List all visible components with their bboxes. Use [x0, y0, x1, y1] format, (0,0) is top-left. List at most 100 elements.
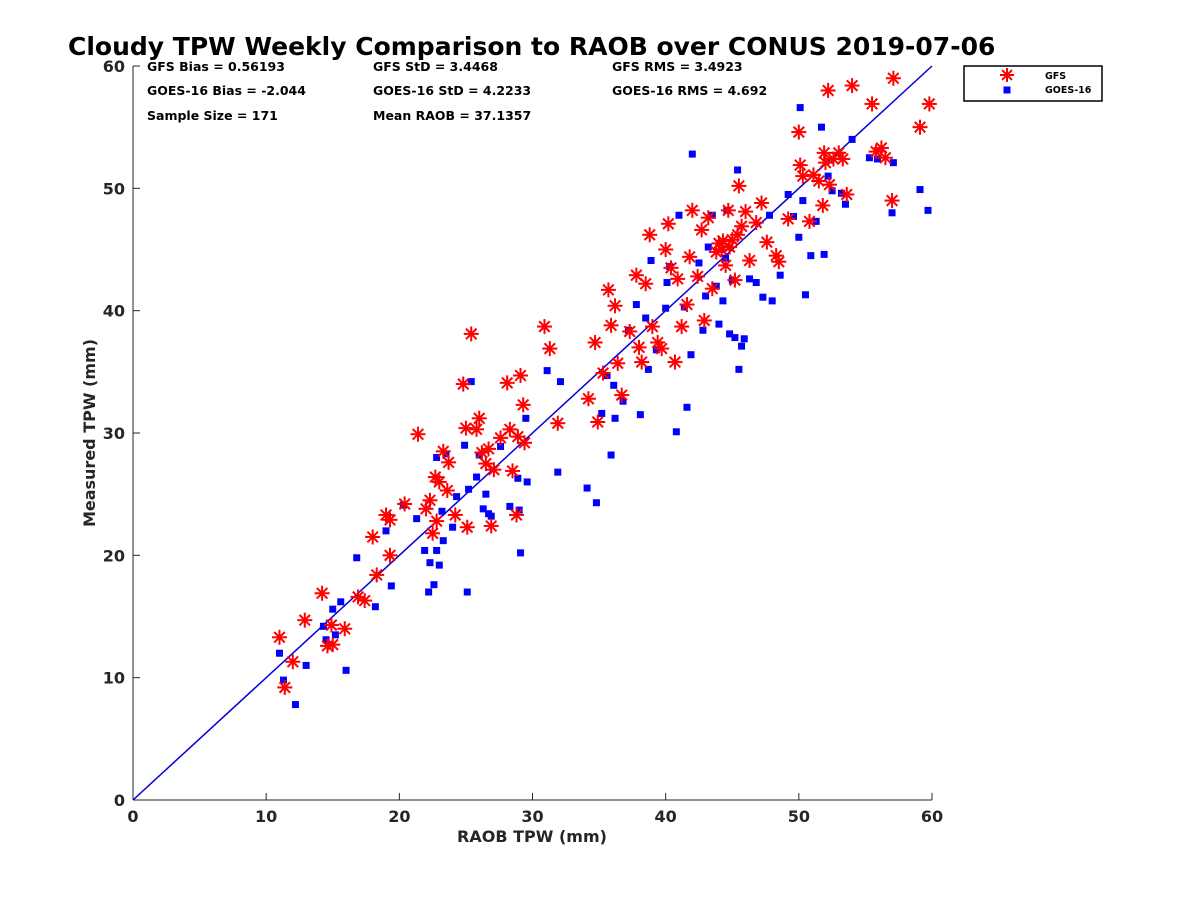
goes16-point — [916, 186, 924, 194]
gfs-point — [271, 629, 287, 645]
goes16-point — [865, 154, 873, 162]
gfs-point — [607, 298, 623, 314]
goes16-points — [275, 104, 932, 709]
goes16-point — [784, 190, 792, 198]
gfs-point — [478, 456, 494, 472]
goes16-point — [433, 546, 441, 554]
goes16-point — [453, 493, 461, 501]
goes16-point — [413, 515, 421, 523]
goes16-point — [421, 546, 429, 554]
gfs-point — [682, 249, 698, 265]
goes16-point — [517, 549, 525, 557]
goes16-point — [439, 537, 447, 545]
gfs-point — [831, 145, 847, 161]
legend-gfs-asterisk — [1000, 68, 1014, 82]
gfs-point — [469, 421, 485, 437]
goes16-point — [801, 291, 809, 299]
gfs-point — [638, 276, 654, 292]
goes16-point — [837, 189, 845, 197]
gfs-point — [791, 124, 807, 140]
legend-goes16-marker — [1003, 86, 1011, 94]
goes16-point — [663, 279, 671, 287]
goes16-point — [449, 523, 457, 531]
goes16-point — [752, 279, 760, 287]
gfs-point — [921, 96, 937, 112]
gfs-point — [658, 242, 674, 257]
gfs-point — [285, 654, 301, 670]
goes16-point — [554, 468, 562, 476]
goes16-point — [473, 473, 481, 481]
y-ticks: 0 10 20 30 40 50 60 — [103, 57, 140, 810]
x-tick-label: 20 — [388, 807, 410, 826]
goes16-point — [425, 588, 433, 596]
gfs-point — [610, 355, 626, 371]
gfs-point — [587, 334, 603, 350]
goes16-point — [463, 588, 471, 596]
goes16-point — [719, 297, 727, 305]
gfs-point — [820, 82, 836, 98]
gfs-point — [644, 319, 660, 335]
x-tick-label: 30 — [521, 807, 543, 826]
gfs-point — [792, 157, 808, 173]
goes16-point — [734, 166, 742, 174]
legend-goes16-label: GOES-16 — [1045, 85, 1092, 96]
gfs-point — [718, 257, 734, 273]
goes16-point — [817, 123, 825, 131]
goes16-point — [688, 150, 696, 158]
goes16-point — [523, 478, 531, 486]
goes16-point — [766, 211, 774, 219]
gfs-point — [536, 319, 552, 335]
gfs-point — [780, 211, 796, 227]
gfs-point — [429, 513, 445, 529]
legend-box — [963, 65, 1103, 102]
gfs-point — [365, 529, 381, 545]
stat-gfs-rms: GFS RMS = 3.4923 — [612, 59, 743, 74]
legend: GFS GOES-16 — [963, 65, 1103, 102]
goes16-point — [636, 411, 644, 419]
goes16-point — [632, 301, 640, 309]
goes16-point — [726, 330, 734, 338]
goes16-point — [795, 233, 803, 241]
stat-sample-size: Sample Size = 171 — [147, 108, 278, 123]
goes16-point — [828, 187, 836, 195]
goes16-point — [848, 135, 856, 143]
goes16-point — [888, 209, 896, 217]
goes16-point — [799, 197, 807, 205]
goes16-point — [387, 582, 395, 590]
gfs-point — [435, 443, 451, 459]
gfs-point — [459, 519, 475, 535]
gfs-point — [801, 213, 817, 229]
gfs-point — [369, 567, 385, 583]
goes16-point — [329, 605, 337, 613]
stat-goes-std: GOES-16 StD = 4.2233 — [373, 83, 531, 98]
gfs-point — [314, 585, 330, 601]
goes16-point — [675, 211, 683, 219]
goes16-point — [702, 292, 710, 300]
stat-goes-bias: GOES-16 Bias = -2.044 — [147, 83, 306, 98]
gfs-point — [811, 173, 827, 189]
goes16-point — [708, 211, 716, 219]
gfs-point — [795, 168, 811, 184]
gfs-point — [493, 430, 509, 446]
gfs-point — [471, 410, 487, 426]
gfs-point — [614, 387, 630, 403]
gfs-point — [667, 354, 683, 370]
gfs-point — [590, 414, 606, 430]
stat-mean-raob: Mean RAOB = 37.1357 — [373, 108, 531, 123]
goes16-point — [924, 206, 932, 214]
gfs-point — [397, 496, 413, 512]
goes16-point — [735, 365, 743, 373]
gfs-point — [720, 202, 736, 218]
goes16-point — [342, 666, 350, 674]
gfs-point — [580, 391, 596, 407]
goes16-point — [652, 346, 660, 354]
gfs-point — [742, 253, 758, 269]
goes16-point — [515, 506, 523, 514]
gfs-point — [455, 376, 471, 392]
gfs-point — [660, 216, 676, 232]
goes16-point — [461, 441, 469, 449]
goes16-point — [619, 397, 627, 405]
gfs-point — [542, 341, 558, 357]
goes16-point — [644, 365, 652, 373]
goes16-point — [699, 326, 707, 334]
